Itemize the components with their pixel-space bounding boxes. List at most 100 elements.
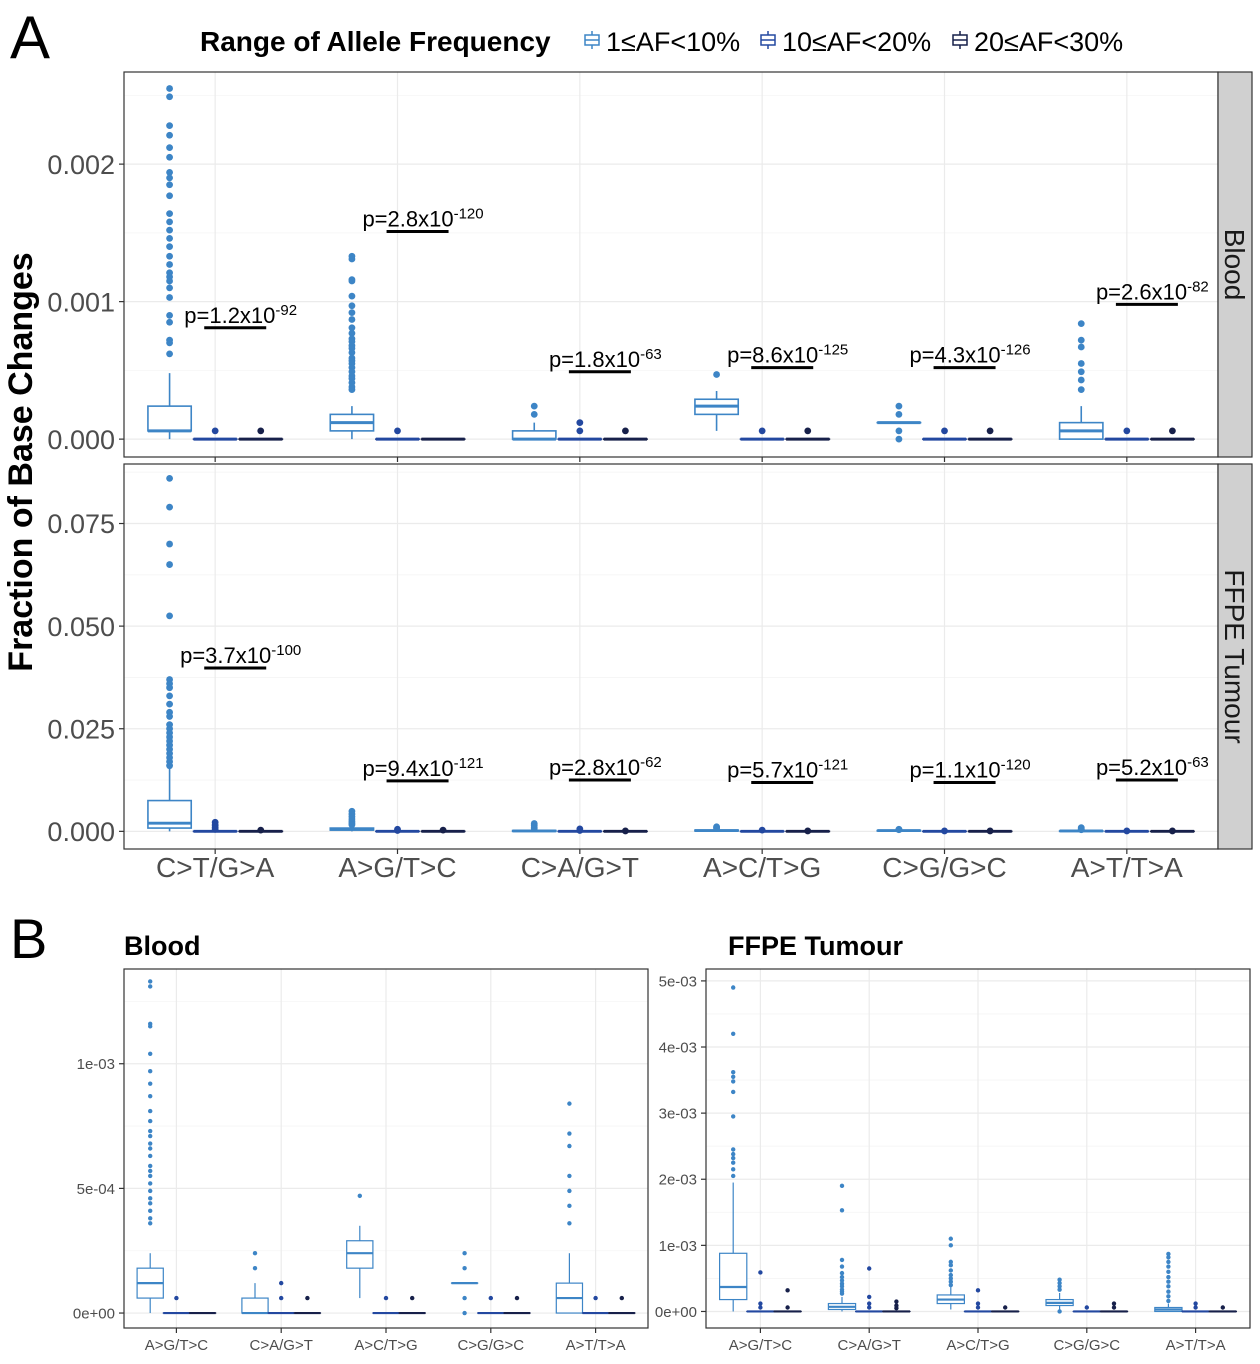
- outlier-point: [148, 1093, 153, 1099]
- y-tick-label: 4e-03: [659, 1039, 697, 1056]
- outlier-point: [148, 1128, 153, 1134]
- outlier-point: [148, 1069, 153, 1074]
- outlier-point: [166, 210, 173, 218]
- pvalue-label: p=5.7x10-121: [727, 757, 848, 783]
- outlier-point: [148, 1196, 153, 1201]
- pvalue-exponent: -121: [454, 755, 484, 772]
- outlier-point: [731, 1173, 736, 1179]
- outlier-point: [357, 1193, 362, 1199]
- outlier-point: [166, 144, 173, 152]
- panel-a-label: A: [10, 4, 50, 71]
- outlier-point: [867, 1266, 872, 1271]
- x-tick-label: C>A/G>T: [250, 1337, 313, 1354]
- pvalue-exponent: -120: [454, 206, 484, 223]
- legend-label: 20≤AF<30%: [974, 27, 1123, 57]
- outlier-point: [279, 1280, 284, 1286]
- outlier-point: [148, 1188, 153, 1194]
- x-tick-label: A>G/T>C: [145, 1337, 209, 1354]
- outlier-point: [867, 1301, 872, 1306]
- outlier-point: [1057, 1284, 1062, 1289]
- outlier-point: [1193, 1301, 1198, 1306]
- outlier-point: [567, 1221, 572, 1226]
- outlier-point: [948, 1259, 953, 1265]
- panel-b-left-chart: 0e+00 5e-04 1e-03 A>G/T>C C>A/G>T A>C/T>G C>G/…: [73, 968, 649, 1354]
- outlier-point: [895, 402, 903, 410]
- outlier-point: [348, 316, 356, 323]
- outlier-point: [148, 1208, 153, 1214]
- outlier-point: [383, 1295, 389, 1301]
- outlier-point: [839, 1208, 845, 1213]
- outlier-point: [839, 1183, 845, 1189]
- outlier-point: [839, 1291, 845, 1296]
- outlier-point: [211, 427, 219, 435]
- pvalue-base: p=3.7x10: [180, 643, 271, 668]
- outlier-point: [348, 324, 356, 332]
- outlier-point: [731, 1031, 736, 1036]
- outlier-point: [731, 1147, 736, 1152]
- outlier-point: [839, 1274, 845, 1280]
- legend-label: 10≤AF<20%: [782, 27, 931, 57]
- pvalue-label: p=1.1x10-120: [909, 757, 1030, 783]
- pvalue-label: p=2.8x10-62: [549, 754, 662, 780]
- outlier-point: [758, 1270, 763, 1275]
- outlier-point: [619, 1295, 624, 1301]
- outlier-point: [166, 174, 173, 182]
- pvalue-exponent: -92: [275, 302, 297, 319]
- outlier-point: [731, 1151, 736, 1157]
- outlier-point: [948, 1272, 953, 1278]
- outlier-point: [593, 1295, 598, 1301]
- outlier-point: [1220, 1305, 1226, 1310]
- legend-title: Range of Allele Frequency: [200, 26, 551, 57]
- outlier-point: [804, 427, 812, 435]
- y-tick-label: 0e+00: [655, 1304, 697, 1321]
- pvalue-label: p=1.2x10-92: [184, 302, 297, 328]
- outlier-point: [1077, 360, 1085, 367]
- pvalue-base: p=1.1x10: [909, 758, 1000, 783]
- y-tick-label: 0.000: [47, 425, 115, 455]
- pvalue-exponent: -100: [271, 642, 301, 659]
- x-category-labels: C>T/G>A A>G/T>C C>A/G>T A>C/T>G C>G/G>C A>T/T…: [156, 852, 1183, 883]
- pvalue-label: p=4.3x10-126: [909, 342, 1030, 368]
- outlier-point: [166, 181, 173, 189]
- outlier-point: [148, 1146, 153, 1151]
- outlier-point: [758, 826, 766, 834]
- outlier-point: [1057, 1280, 1062, 1286]
- outlier-point: [1111, 1305, 1117, 1310]
- outlier-point: [1077, 368, 1085, 376]
- outlier-point: [166, 218, 173, 226]
- outlier-point: [166, 339, 173, 347]
- outlier-point: [148, 1153, 153, 1159]
- outlier-point: [576, 827, 584, 834]
- outlier-point: [462, 1310, 467, 1316]
- outlier-point: [1166, 1269, 1171, 1275]
- outlier-point: [567, 1188, 572, 1194]
- outlier-point: [257, 427, 265, 435]
- outlier-point: [1166, 1279, 1171, 1284]
- outlier-point: [348, 292, 356, 300]
- outlier-point: [1166, 1274, 1171, 1280]
- outlier-point: [948, 1236, 953, 1241]
- outlier-point: [948, 1243, 953, 1248]
- outlier-point: [439, 826, 447, 834]
- outlier-point: [948, 1276, 953, 1281]
- outlier-point: [839, 1278, 845, 1283]
- outlier-point: [1123, 427, 1131, 435]
- outlier-point: [166, 243, 173, 251]
- outlier-point: [166, 277, 173, 285]
- outlier-point: [1166, 1259, 1171, 1265]
- outlier-point: [148, 1168, 153, 1174]
- outlier-point: [941, 427, 948, 435]
- box: [147, 405, 193, 432]
- y-tick-label: 0.001: [47, 287, 115, 317]
- outlier-point: [166, 692, 173, 700]
- outlier-point: [1077, 386, 1085, 394]
- pvalue-base: p=4.3x10: [909, 343, 1000, 368]
- outlier-point: [148, 984, 153, 989]
- pvalue-base: p=1.8x10: [549, 347, 640, 372]
- outlier-point: [166, 85, 173, 92]
- x-category-label: A>G/T>C: [338, 852, 456, 883]
- pvalue-exponent: -63: [1187, 754, 1209, 771]
- outlier-point: [1084, 1305, 1090, 1310]
- outlier-point: [166, 713, 173, 720]
